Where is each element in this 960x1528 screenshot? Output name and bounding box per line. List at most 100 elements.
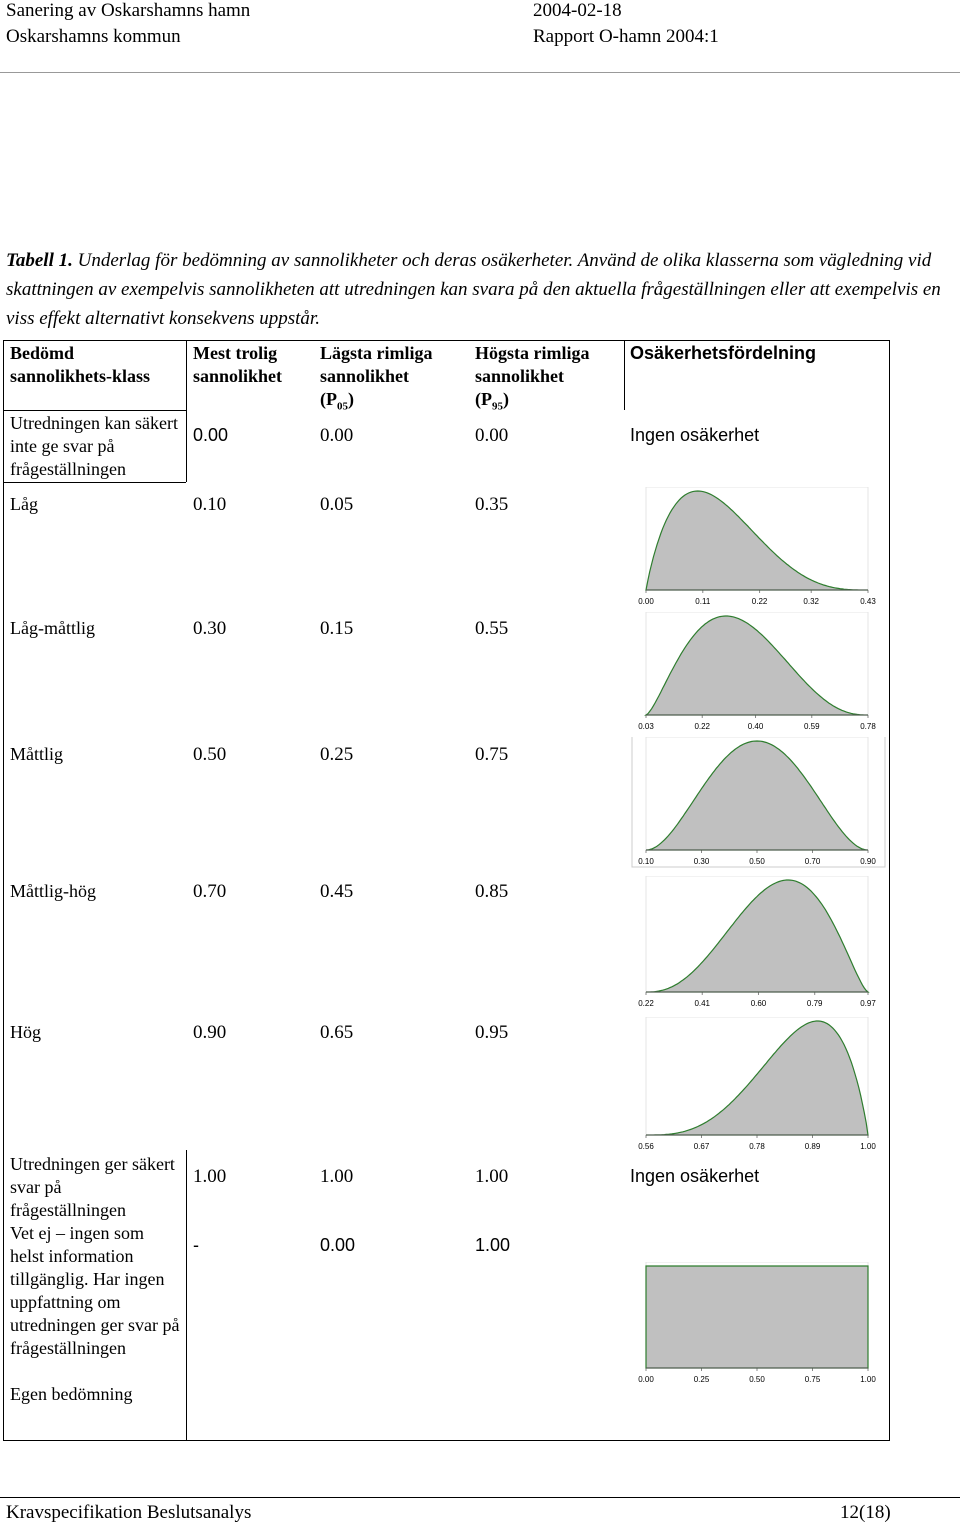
column-header: Lägsta rimliga sannolikhet (P05)	[320, 342, 460, 419]
cell-value: 0.15	[320, 618, 354, 639]
header-rule	[0, 72, 960, 73]
tick-label: 0.41	[694, 999, 710, 1008]
column-prefix: (P	[320, 389, 337, 409]
distribution-chart: 0.00 0.25 0.50 0.75 1.00	[638, 1262, 876, 1384]
column-suffix: )	[503, 389, 509, 409]
tick-label: 0.10	[638, 857, 654, 866]
column-sub: 05	[337, 400, 348, 413]
cell-value: 0.70	[193, 881, 227, 902]
tick-label: 0.97	[860, 999, 876, 1008]
distribution-chart: 0.00 0.11 0.22 0.32 0.43	[638, 487, 876, 606]
column-prefix: (P	[475, 389, 492, 409]
caption: Tabell 1. Underlag för bedömning av sann…	[6, 246, 960, 333]
caption-label: Tabell 1.	[6, 250, 73, 271]
tick-label: 0.60	[751, 999, 767, 1008]
column-suffix: )	[348, 389, 354, 409]
border	[186, 1150, 187, 1440]
header-title: Sanering av Oskarshamns hamn	[6, 0, 251, 21]
tick-label: 0.56	[638, 1142, 654, 1151]
cell-value: 0.45	[320, 881, 354, 902]
tick-label: 0.90	[860, 857, 876, 866]
cell-value: 0.00	[320, 425, 354, 446]
cell-value: 0.10	[193, 494, 227, 515]
distribution-curve	[646, 1020, 869, 1136]
cell-value: -	[193, 1235, 199, 1255]
distribution-chart: 0.22 0.41 0.60 0.79 0.97	[638, 876, 876, 1008]
border	[624, 340, 625, 410]
row-class: Låg-måttlig	[10, 618, 95, 638]
column-label: Mest trolig sannolikhet	[193, 343, 283, 386]
border	[186, 340, 187, 482]
footer-right: 12(18)	[840, 1502, 891, 1523]
tick-label: 0.50	[749, 857, 765, 866]
tick-label: 0.70	[805, 857, 821, 866]
cell-value: 0.50	[193, 744, 227, 765]
caption-text: Underlag för bedömning av sannolikheter …	[6, 250, 941, 329]
cell-value: 1.00	[475, 1235, 511, 1255]
distribution-chart: 0.56 0.67 0.78 0.89 1.00	[638, 1017, 876, 1151]
footer-left: Kravspecifikation Beslutsanalys	[6, 1502, 252, 1523]
cell-value: 0.00	[320, 1235, 356, 1255]
column-header: Osäkerhetsfördelning	[630, 342, 880, 365]
border	[3, 1440, 890, 1441]
cell-value: 0.25	[320, 744, 354, 765]
header-org: Oskarshamns kommun	[6, 26, 181, 47]
tick-label: 0.43	[860, 597, 876, 606]
distribution-curve	[645, 490, 868, 591]
column-label: Högsta rimliga sannolikhet	[475, 343, 590, 386]
distribution-text: Ingen osäkerhet	[630, 425, 760, 445]
cell-value: 0.85	[475, 881, 509, 902]
column-label: Bedömd sannolikhets-klass	[10, 343, 151, 386]
tick-label: 0.22	[638, 999, 654, 1008]
cell-value: 0.35	[475, 494, 509, 515]
tick-label: 0.78	[860, 722, 876, 731]
tick-label: 0.75	[805, 1375, 821, 1384]
tick-label: 0.32	[803, 597, 819, 606]
cell-value: 0.65	[320, 1022, 354, 1043]
border	[889, 340, 890, 1441]
column-header: Mest trolig sannolikhet	[193, 342, 333, 388]
row-class: Vet ej – ingen som helst information til…	[10, 1223, 180, 1358]
row-class: Utredningen kan säkert inte ge svar på f…	[10, 413, 178, 479]
distribution-chart: 0.03 0.22 0.40 0.59 0.78	[638, 612, 876, 731]
column-sub: 95	[492, 400, 503, 413]
tick-label: 0.00	[638, 1375, 654, 1384]
row-class: Utredningen ger säkert svar på frågestäl…	[10, 1154, 175, 1220]
cell-value: 0.05	[320, 494, 354, 515]
tick-label: 0.00	[638, 597, 654, 606]
cell-value: 1.00	[320, 1166, 354, 1187]
cell-value: 0.55	[475, 618, 509, 639]
column-label: Osäkerhetsfördelning	[630, 343, 817, 363]
row-class: Låg	[10, 494, 38, 514]
tick-label: 0.50	[749, 1375, 765, 1384]
footer-rule	[0, 1497, 960, 1498]
cell-value: 0.95	[475, 1022, 509, 1043]
column-header: Högsta rimliga sannolikhet (P95)	[475, 342, 615, 419]
distribution-curve	[644, 615, 868, 716]
distribution-curve	[645, 1265, 869, 1369]
tick-label: 0.89	[805, 1142, 821, 1151]
chart-frame	[631, 737, 886, 868]
distribution-curve	[645, 740, 869, 851]
tick-label: 0.59	[804, 722, 820, 731]
row-class: Egen bedömning	[10, 1384, 133, 1404]
cell-value: 0.90	[193, 1022, 227, 1043]
distribution-curve	[646, 879, 870, 993]
row-class: Måttlig	[10, 744, 63, 764]
tick-label: 0.25	[694, 1375, 710, 1384]
tick-label: 0.40	[748, 722, 764, 731]
tick-label: 0.11	[695, 597, 711, 606]
tick-label: 0.67	[694, 1142, 710, 1151]
cell-value: 0.30	[193, 618, 227, 639]
cell-value: 0.75	[475, 744, 509, 765]
column-label: Lägsta rimliga sannolikhet	[320, 343, 433, 386]
tick-label: 0.03	[638, 722, 654, 731]
distribution-text: Ingen osäkerhet	[630, 1166, 760, 1186]
row-class: Måttlig-hög	[10, 881, 96, 901]
tick-label: 0.22	[752, 597, 768, 606]
tick-label: 1.00	[860, 1375, 876, 1384]
border	[3, 340, 4, 1441]
tick-label: 1.00	[860, 1142, 876, 1151]
cell-value: 0.00	[193, 425, 229, 445]
